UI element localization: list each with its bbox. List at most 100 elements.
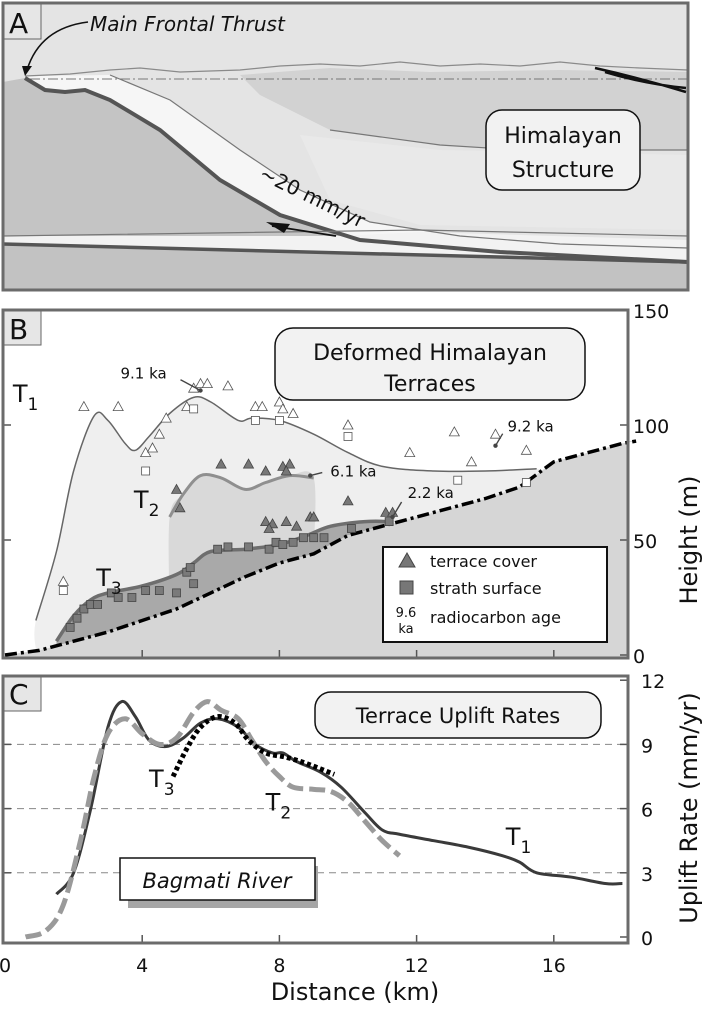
t1-terrace-cover-point xyxy=(448,426,461,437)
t1-terrace-cover-point xyxy=(146,442,159,453)
terrace-cover-point xyxy=(308,511,320,522)
y-tick-label: 3 xyxy=(641,864,653,886)
strath-surface-point xyxy=(113,593,123,602)
strath-surface-point xyxy=(223,542,233,552)
strath-surface-point xyxy=(65,623,75,632)
panel-b-frame xyxy=(1,308,630,660)
terrace-cover-point xyxy=(290,520,303,531)
t1-terrace-cover-point xyxy=(489,428,502,439)
y-tick-label: 150 xyxy=(633,301,669,323)
t1-strath-point xyxy=(521,478,531,487)
panel-a-title-line1: Himalayan xyxy=(504,124,622,149)
legend-terrace-cover: terrace cover xyxy=(430,552,537,571)
panel-a-title-box xyxy=(485,109,641,191)
strath-surface-point xyxy=(278,540,288,549)
t3-profile-line xyxy=(54,519,393,643)
strath-surface-point xyxy=(72,613,82,623)
t1-terrace-cover-point xyxy=(520,444,533,455)
t1-strath-point xyxy=(250,415,260,425)
uplift-label-subscript: 2 xyxy=(280,804,291,824)
strath-surface-point xyxy=(213,544,223,554)
t1-terrace-cover-point xyxy=(153,428,166,439)
panel-b-y-axis-label: Height (m) xyxy=(675,475,703,604)
y-tick-label: 12 xyxy=(641,671,665,693)
t1-terrace-cover-point xyxy=(78,400,90,412)
radiocarbon-sample-dot xyxy=(308,473,313,478)
t1-terrace-cover-point xyxy=(404,446,416,458)
t1-terrace-cover-point xyxy=(201,377,214,389)
y-tick-label: 50 xyxy=(633,531,657,553)
uplift-line-t1 xyxy=(55,699,623,896)
bagmati-river-label: Bagmati River xyxy=(142,869,292,893)
x-tick-label: 8 xyxy=(273,955,285,977)
surface-topography xyxy=(24,61,689,77)
t1-terrace-cover-point xyxy=(342,419,354,430)
t1-strath-point xyxy=(58,586,68,595)
y-tick-label: 6 xyxy=(641,800,653,822)
structure-line-1 xyxy=(109,74,689,249)
x-tick-label: 4 xyxy=(136,955,148,977)
t1-terrace-cover-point xyxy=(57,575,69,586)
strath-surface-point xyxy=(106,588,116,598)
terrace-cover-point xyxy=(263,522,275,533)
panel-a-frame xyxy=(1,1,690,292)
panel-b-title-box xyxy=(274,327,586,401)
legend: terrace cover strath surface 9.6 ka radi… xyxy=(382,546,608,643)
t1-terrace-cover-point xyxy=(112,400,124,412)
basement xyxy=(3,244,688,290)
t1-terrace-cover-point xyxy=(194,377,207,389)
pointer-arrow xyxy=(26,21,89,71)
terrace-label-subscript: 1 xyxy=(28,395,39,415)
strath-surface-point xyxy=(347,524,356,533)
t1-strath-point xyxy=(189,404,199,414)
strath-surface-point xyxy=(319,533,329,543)
panel-a-label: A xyxy=(9,7,28,40)
panel-a-title-line2: Structure xyxy=(512,158,614,183)
strath-surface-point xyxy=(93,600,103,609)
radiocarbon-age-label: 6.1 ka xyxy=(330,463,376,481)
x-tick-label: 0 xyxy=(0,955,11,977)
radiocarbon-age-label: 9.2 ka xyxy=(507,418,553,436)
panel-b-label-box xyxy=(2,309,42,346)
panel-b-title-line2: Terraces xyxy=(383,372,476,397)
terrace-cover-point xyxy=(380,506,392,517)
radiocarbon-age-label: 2.2 ka xyxy=(408,484,454,502)
thrust-ramp-band xyxy=(25,75,688,262)
t2-profile-line xyxy=(168,473,314,518)
y-tick-label: 0 xyxy=(633,646,645,668)
radiocarbon-leader-line xyxy=(180,379,201,392)
terrace-cover-point xyxy=(280,515,292,526)
t1-terrace-cover-point xyxy=(256,400,268,412)
t1-terrace-cover-point xyxy=(273,396,286,407)
x-tick-label: 16 xyxy=(542,955,566,977)
terrace-cover-point xyxy=(280,465,292,476)
terrace-label-subscript: 3 xyxy=(111,579,122,599)
t1-terrace-cover-point xyxy=(222,380,234,391)
x-axis-label: Distance (km) xyxy=(271,978,440,1006)
t1-strath-point xyxy=(343,432,353,441)
strath-surface-point xyxy=(79,604,89,614)
t1-strath-point xyxy=(141,466,151,476)
strath-surface-point xyxy=(127,593,137,602)
panel-c-title: Terrace Uplift Rates xyxy=(355,704,560,728)
panel-a: ~20 mm/yr A Main Frontal Thrust Himalaya… xyxy=(1,1,690,292)
slip-arrowhead xyxy=(266,222,290,233)
terrace-label-subscript: 2 xyxy=(149,501,160,521)
t1-terrace-cover-point xyxy=(277,403,289,414)
strath-surface-point xyxy=(309,533,319,543)
strath-surface-point xyxy=(172,588,181,598)
panel-c-title-box xyxy=(314,691,602,739)
terrace-cover-point xyxy=(215,458,227,469)
legend-box xyxy=(382,546,608,643)
radiocarbon-leader-line xyxy=(391,501,403,518)
t1-terrace-cover-point xyxy=(287,407,299,418)
panel-b-label: B xyxy=(9,313,28,346)
radiocarbon-leader-line xyxy=(494,433,504,447)
terrace-cover-point xyxy=(170,483,183,494)
radiocarbon-leader-line xyxy=(310,471,323,477)
y-tick-label: 100 xyxy=(633,416,669,438)
radiocarbon-age-label: 9.1 ka xyxy=(121,365,167,383)
